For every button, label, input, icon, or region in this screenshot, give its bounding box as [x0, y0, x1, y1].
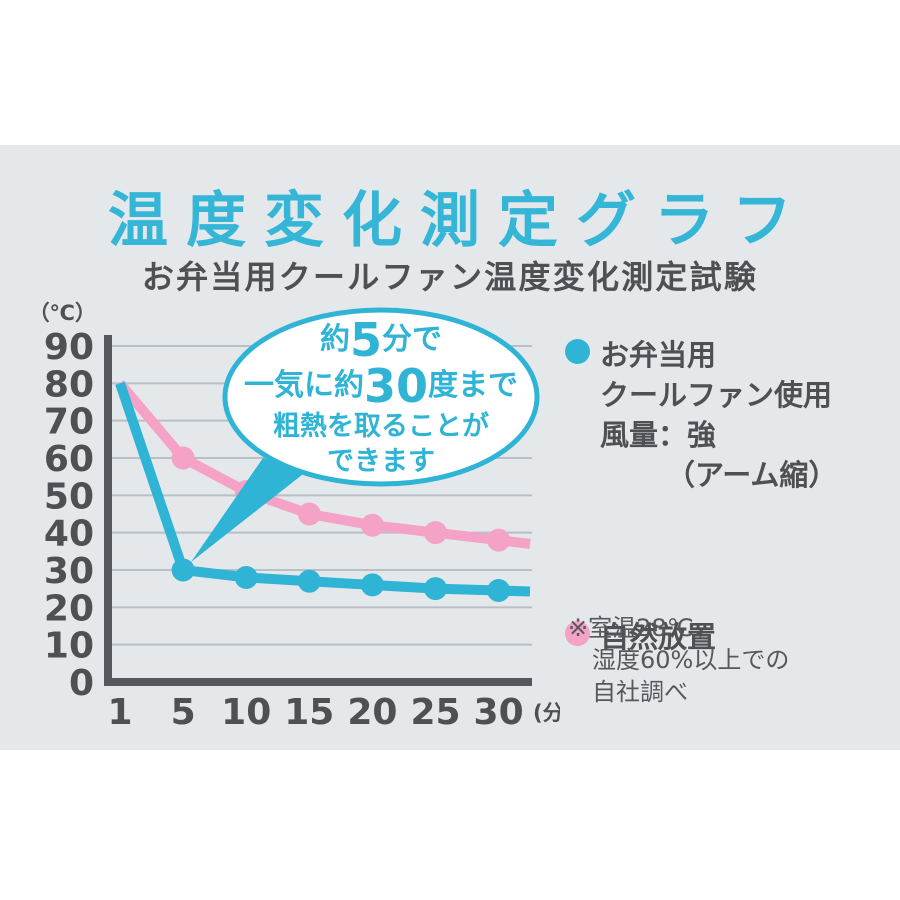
chart-legend: お弁当用 クールファン使用 風量：強 （アーム縮） 自然放置	[565, 335, 885, 657]
x-tick-label: 5	[171, 692, 196, 733]
y-tick-label: 20	[44, 588, 94, 629]
y-axis-unit-label: （℃）	[30, 301, 96, 325]
page-subtitle: お弁当用クールファン温度変化測定試験	[141, 258, 759, 296]
y-tick-label: 10	[44, 626, 94, 667]
legend-item-natural: 自然放置	[565, 617, 885, 657]
footnote-line-3: 自社調べ	[592, 678, 688, 706]
data-point-cool-fan	[424, 577, 447, 601]
legend-cool-fan-line-2: クールファン使用	[600, 378, 833, 412]
y-tick-label: 50	[44, 476, 94, 517]
data-point-cool-fan	[297, 569, 321, 593]
y-tick-label: 70	[44, 402, 94, 443]
legend-cool-fan-line-4: （アーム縮）	[666, 458, 838, 492]
bubble-line-3: 粗熱を取ることが	[273, 411, 489, 442]
legend-cool-fan-line-3: 風量：強	[600, 418, 717, 452]
bubble-line2-pre: 一気に約	[243, 367, 364, 403]
y-tick-label: 40	[44, 514, 94, 555]
x-axis-line	[104, 678, 532, 686]
data-point-cool-fan	[360, 573, 384, 597]
bubble-line1-post: 分で	[382, 321, 442, 357]
data-point-natural	[487, 528, 511, 552]
x-tick-label: 10	[221, 692, 271, 733]
y-tick-label: 60	[44, 439, 94, 480]
y-tick-label: 90	[44, 327, 94, 368]
data-point-natural	[171, 446, 195, 470]
legend-item-cool-fan: お弁当用 クールファン使用 風量：強 （アーム縮）	[565, 335, 885, 495]
callout-bubble-text: 約 5 分で 一気に約 30 度まで 粗熱を取ることが できます	[228, 317, 534, 479]
bubble-line-2: 一気に約 30 度まで	[228, 362, 534, 409]
x-tick-label: 15	[284, 692, 334, 733]
x-tick-label: 1	[107, 692, 132, 733]
footnote: ※室温28℃、 湿度60%以上での 自社調べ	[568, 612, 868, 708]
y-tick-label: 80	[44, 364, 94, 405]
footnote-line-1: ※室温28℃、	[568, 614, 718, 642]
bubble-line2-number: 30	[363, 358, 428, 413]
data-point-natural	[424, 521, 447, 545]
x-tick-label: 30	[474, 692, 524, 733]
data-point-cool-fan	[234, 565, 258, 589]
bubble-line1-pre: 約	[319, 321, 350, 357]
page-title: 温度変化測定グラフ	[108, 186, 810, 256]
bubble-line2-post: 度まで	[428, 367, 518, 403]
data-point-natural	[360, 513, 384, 537]
data-point-cool-fan	[487, 579, 511, 603]
x-tick-label: 20	[347, 692, 397, 733]
legend-dot-cool-fan-icon	[565, 339, 590, 364]
legend-cool-fan-line-1: お弁当用	[600, 338, 717, 372]
x-axis-unit-label: (分)	[533, 701, 560, 725]
y-tick-label: 0	[69, 663, 94, 704]
callout-bubble-ellipse	[222, 307, 540, 487]
bubble-line-1: 約 5 分で	[228, 312, 534, 367]
y-tick-label: 30	[44, 551, 94, 592]
bubble-line-4: できます	[327, 446, 435, 477]
legend-natural-label: 自然放置	[600, 620, 717, 654]
data-point-cool-fan	[171, 558, 195, 582]
y-axis-line	[104, 335, 112, 686]
x-tick-label: 25	[410, 692, 460, 733]
footnote-line-2: 湿度60%以上での	[592, 646, 790, 674]
data-point-natural	[297, 502, 321, 526]
bubble-line1-number: 5	[349, 312, 382, 367]
callout-bubble-tail	[191, 458, 307, 562]
legend-dot-natural-icon	[565, 621, 590, 646]
